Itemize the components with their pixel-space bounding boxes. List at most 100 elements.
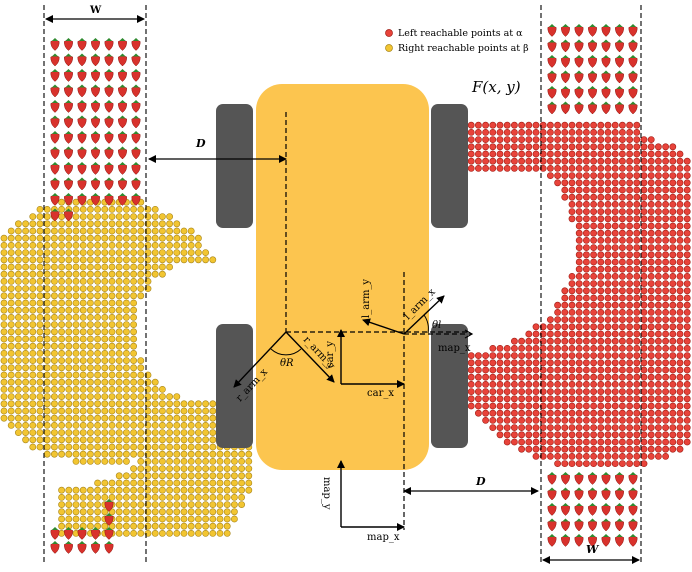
- strawberry-icon: [64, 541, 73, 554]
- right-reach-point: [202, 515, 209, 523]
- strawberry-icon: [601, 86, 611, 99]
- left-reach-point: [561, 460, 569, 467]
- left-reach-point: [590, 445, 597, 453]
- strawberry-icon: [601, 503, 611, 516]
- right-reach-point: [180, 457, 188, 465]
- left-reach-point: [474, 359, 482, 367]
- left-reach-point: [647, 344, 655, 352]
- left-reach-point: [575, 452, 583, 460]
- left-reach-point: [583, 301, 590, 309]
- left-reach-point: [669, 215, 677, 223]
- right-reach-point: [158, 256, 166, 264]
- left-reach-point: [532, 121, 540, 129]
- left-reach-point: [676, 272, 684, 280]
- right-reach-point: [123, 457, 130, 465]
- right-reach-point: [108, 443, 116, 451]
- left-reach-point: [662, 337, 669, 345]
- left-reach-point: [525, 409, 533, 417]
- right-reach-point: [14, 364, 22, 372]
- left-reach-point: [626, 150, 633, 158]
- right-reach-point: [43, 306, 51, 314]
- right-reach-point: [130, 436, 137, 444]
- left-reach-point: [619, 229, 626, 237]
- right-reach-point: [137, 270, 145, 278]
- left-reach-point: [676, 251, 684, 259]
- right-reach-point: [72, 378, 80, 386]
- left-reach-point: [547, 359, 554, 367]
- left-reach-point: [511, 373, 518, 381]
- right-reach-point: [194, 249, 202, 256]
- right-reach-point: [216, 457, 224, 465]
- left-reach-point: [633, 157, 641, 165]
- left-reach-point: [575, 460, 583, 467]
- left-reach-point: [489, 143, 497, 151]
- d-right-label: D: [475, 475, 486, 488]
- left-reach-point: [669, 280, 677, 287]
- right-reach-point: [209, 457, 217, 465]
- right-reach-point: [87, 429, 94, 436]
- left-reach-point: [539, 366, 547, 374]
- right-reach-point: [29, 385, 37, 393]
- left-reach-point: [568, 215, 576, 223]
- left-reach-point: [503, 136, 511, 143]
- right-reach-point: [79, 299, 87, 307]
- right-reach-point: [158, 530, 166, 537]
- right-reach-point: [29, 285, 37, 292]
- right-reach-point: [79, 443, 87, 451]
- right-reach-point: [72, 421, 80, 429]
- right-reach-point: [22, 299, 29, 307]
- left-reach-point: [575, 416, 583, 424]
- left-reach-point: [590, 323, 597, 331]
- strawberry-icon: [104, 146, 114, 160]
- left-reach-point: [647, 150, 655, 158]
- left-reach-point: [590, 222, 597, 230]
- right-reach-point: [79, 364, 87, 372]
- right-reach-point: [230, 515, 238, 523]
- left-reach-point: [626, 431, 633, 439]
- right-reach-point: [230, 486, 238, 494]
- right-reach-point: [14, 321, 22, 328]
- legend-left-marker: [385, 29, 393, 37]
- right-reach-point: [87, 213, 94, 220]
- left-reach-point: [561, 402, 569, 410]
- left-reach-point: [626, 388, 633, 395]
- left-reach-point: [496, 395, 504, 403]
- strawberry-icon: [50, 100, 60, 113]
- right-reach-point: [245, 465, 253, 472]
- left-reach-point: [525, 424, 533, 431]
- left-reach-point: [575, 344, 583, 352]
- left-reach-point: [568, 344, 576, 352]
- right-reach-point: [230, 472, 238, 480]
- left-reach-point: [597, 200, 605, 208]
- map-x-right-label: map_x: [438, 343, 471, 354]
- left-reach-point: [626, 265, 633, 273]
- left-reach-point: [611, 258, 619, 266]
- left-reach-point: [640, 258, 648, 266]
- right-reach-point: [151, 465, 159, 472]
- right-reach-point: [87, 241, 94, 249]
- right-reach-point: [65, 335, 73, 343]
- right-reach-point: [0, 241, 8, 249]
- left-reach-point: [655, 301, 662, 309]
- right-reach-point: [22, 249, 29, 256]
- right-reach-point: [94, 407, 101, 415]
- left-reach-point: [554, 316, 561, 323]
- left-reach-point: [568, 409, 576, 417]
- right-reach-point: [115, 429, 123, 436]
- right-reach-point: [130, 479, 137, 487]
- left-reach-point: [532, 330, 540, 338]
- left-reach-point: [539, 438, 547, 446]
- right-reach-point: [173, 493, 181, 501]
- right-reach-point: [209, 522, 217, 530]
- right-reach-point: [22, 270, 29, 278]
- right-reach-point: [245, 479, 253, 487]
- left-reach-point: [482, 395, 489, 403]
- right-reach-point: [123, 263, 130, 271]
- left-reach-point: [676, 157, 684, 165]
- left-reach-point: [640, 193, 648, 201]
- left-reach-point: [619, 258, 626, 266]
- left-reach-point: [640, 157, 648, 165]
- strawberry-icon: [588, 518, 597, 532]
- right-reach-point: [58, 277, 65, 285]
- left-reach-point: [655, 323, 662, 331]
